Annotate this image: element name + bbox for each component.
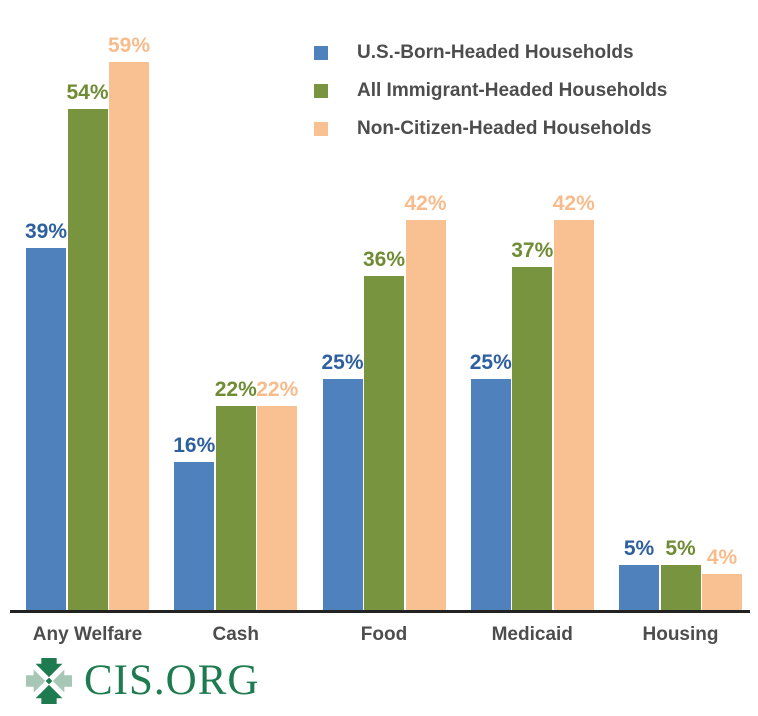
- bar-any-welfare-series-1: [67, 108, 108, 611]
- legend-label: Non-Citizen-Headed Households: [357, 117, 652, 139]
- legend-label: All Immigrant-Headed Households: [357, 79, 668, 101]
- value-label: 16%: [173, 434, 216, 458]
- legend-item-us-born: U.S.-Born-Headed Households: [314, 42, 667, 63]
- bar-group-cash: 16% 22% 22%: [173, 0, 298, 611]
- legend-swatch-blue-icon: [314, 45, 328, 60]
- bar-housing-series-0: [619, 564, 659, 611]
- bar-chart-plot: 39% 54% 59% 16% 22% 22% 25% 36% 42% 25% 37% 42% 5% 5%…: [25, 0, 742, 611]
- legend-item-non-citizen: Non-Citizen-Headed Households: [314, 118, 667, 139]
- bar-group-housing: 5% 5% 4%: [619, 0, 742, 611]
- value-label: 39%: [24, 220, 68, 244]
- bar-housing-series-1: [660, 564, 701, 611]
- value-label: 54%: [66, 80, 109, 104]
- value-label: 5%: [665, 536, 696, 560]
- category-label-food: Food: [360, 624, 408, 645]
- bar-housing-series-2: [702, 573, 742, 611]
- bar-medicaid-series-0: [470, 378, 511, 611]
- bar-any-welfare-series-2: [109, 62, 149, 611]
- value-label: 42%: [552, 192, 595, 216]
- value-label: 25%: [469, 350, 512, 374]
- bar-group-food: 25% 36% 42%: [321, 0, 447, 611]
- bar-food-series-1: [364, 276, 404, 611]
- category-label-medicaid: Medicaid: [491, 624, 573, 645]
- cis-logo: CIS.ORG: [26, 656, 259, 706]
- bar-medicaid-series-2: [553, 220, 594, 611]
- legend-swatch-peach-icon: [314, 121, 328, 136]
- legend-swatch-green-icon: [314, 83, 328, 98]
- bar-cash-series-2: [257, 406, 298, 611]
- value-label: 22%: [256, 378, 299, 402]
- bar-cash-series-1: [215, 406, 256, 611]
- value-label: 25%: [321, 350, 364, 374]
- value-label: 37%: [511, 238, 554, 262]
- value-label: 5%: [623, 536, 655, 560]
- value-label: 4%: [706, 545, 738, 569]
- cis-org-wordmark: CIS.ORG: [84, 657, 260, 704]
- legend-label: U.S.-Born-Headed Households: [357, 41, 634, 63]
- bar-food-series-2: [405, 220, 446, 611]
- category-label-any-welfare: Any Welfare: [32, 624, 143, 645]
- category-label-housing: Housing: [642, 624, 719, 645]
- value-label: 59%: [107, 34, 151, 58]
- bar-medicaid-series-1: [512, 266, 553, 611]
- bar-food-series-0: [322, 378, 363, 611]
- x-axis-line: [10, 610, 750, 613]
- value-label: 42%: [404, 192, 447, 216]
- bar-cash-series-0: [174, 462, 215, 611]
- legend: U.S.-Born-Headed Households All Immigran…: [314, 42, 667, 156]
- bar-any-welfare-series-0: [26, 248, 66, 611]
- bar-group-any-welfare: 39% 54% 59%: [25, 0, 150, 611]
- cis-clover-icon: [26, 658, 72, 704]
- legend-item-all-immigrant: All Immigrant-Headed Households: [314, 80, 667, 101]
- category-label-cash: Cash: [212, 624, 259, 645]
- value-label: 36%: [362, 248, 406, 272]
- value-label: 22%: [214, 378, 257, 402]
- bar-group-medicaid: 25% 37% 42%: [470, 0, 595, 611]
